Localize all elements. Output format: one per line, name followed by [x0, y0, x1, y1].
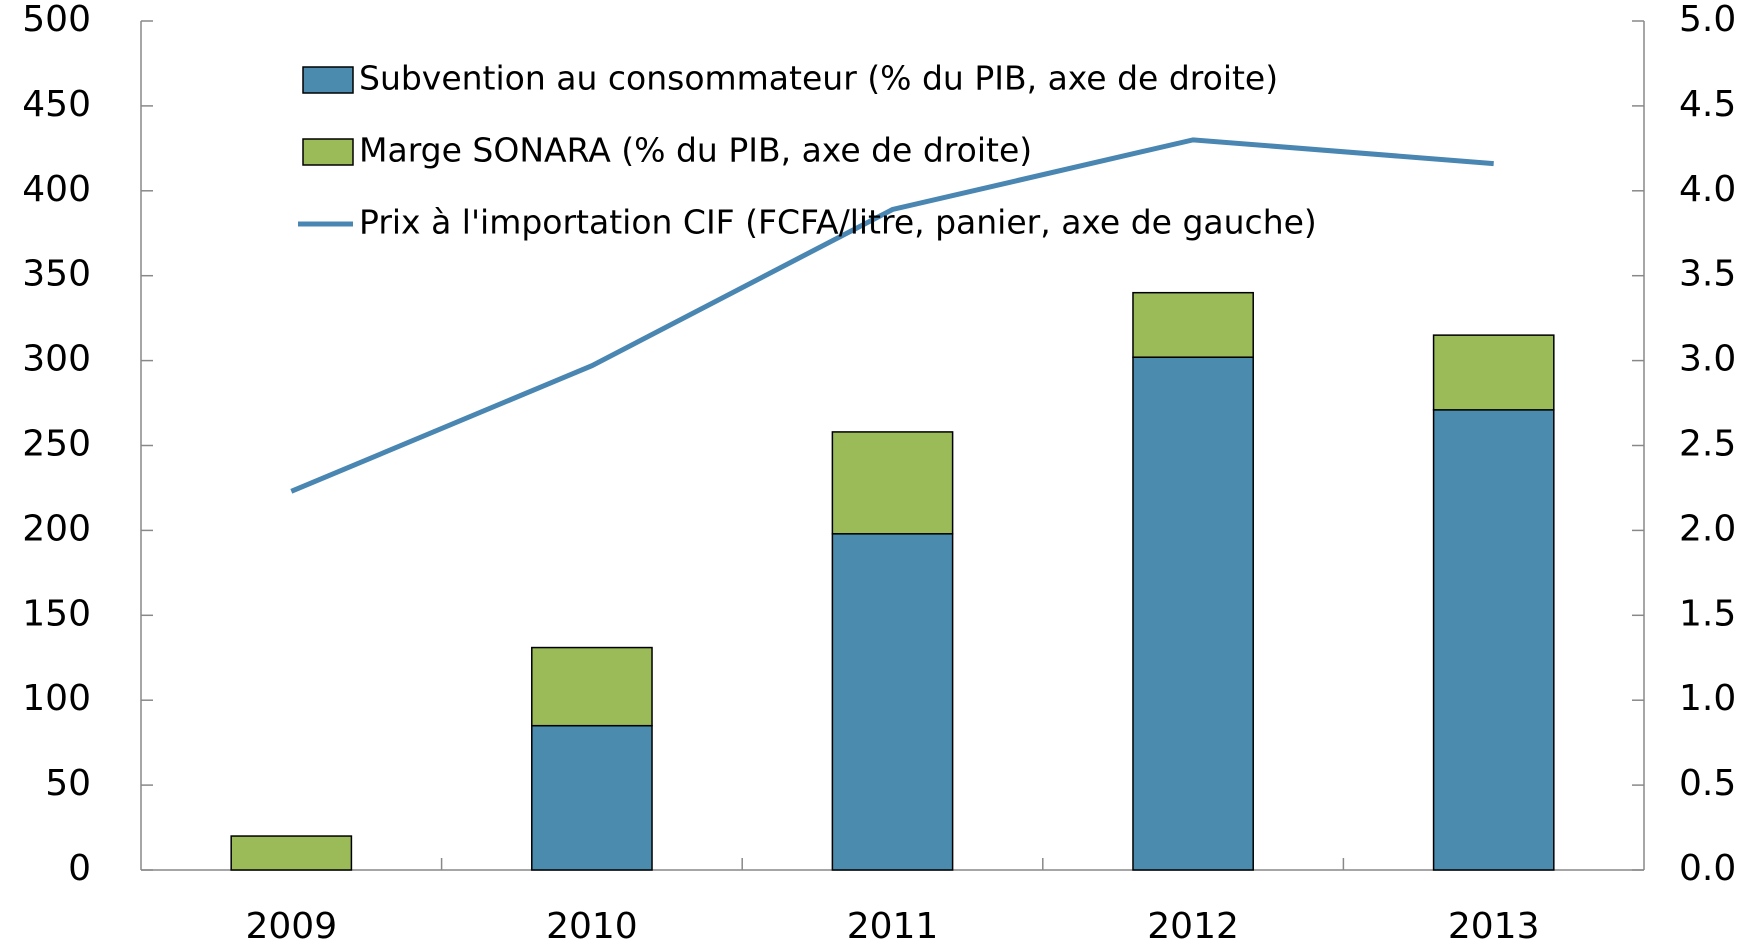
x-tick-label: 2010	[546, 906, 638, 947]
bar	[1432, 334, 1555, 411]
y-tick-label: 250	[22, 424, 91, 465]
bar	[230, 835, 353, 871]
y2-tick-label: 0.0	[1679, 848, 1736, 889]
y2-tick-label: 4.5	[1679, 84, 1736, 125]
legend-swatch	[302, 66, 354, 94]
bar	[531, 646, 653, 727]
y-tick-label: 100	[22, 678, 91, 719]
legend-label: Marge SONARA (% du PIB, axe de droite)	[359, 131, 1032, 170]
y-tick-label: 0	[68, 848, 91, 889]
legend: Subvention au consommateur (% du PIB, ax…	[298, 59, 1317, 242]
x-tick-label: 2011	[847, 906, 939, 947]
y-tick-label: 50	[45, 763, 91, 804]
x-tick-label: 2013	[1448, 906, 1540, 947]
y2-tick-label: 1.5	[1679, 593, 1736, 634]
x-tick-label: 2012	[1147, 906, 1239, 947]
bar	[531, 724, 653, 871]
bar	[831, 533, 954, 871]
line	[290, 137, 1494, 494]
legend-label: Subvention au consommateur (% du PIB, ax…	[359, 59, 1278, 98]
y-tick-label: 150	[22, 593, 91, 634]
y2-tick-label: 3.5	[1679, 254, 1736, 295]
y-tick-label: 450	[22, 84, 91, 125]
y-tick-label: 400	[22, 169, 91, 210]
y2-tick-label: 4.0	[1679, 169, 1736, 210]
legend-swatch	[302, 138, 354, 166]
bar	[1432, 409, 1555, 871]
bar	[831, 431, 954, 535]
y2-tick-label: 2.5	[1679, 424, 1736, 465]
legend-label: Prix à l'importation CIF (FCFA/litre, pa…	[359, 203, 1317, 242]
y-tick-label: 500	[22, 0, 91, 40]
y-tick-label: 300	[22, 339, 91, 380]
bar	[1132, 356, 1254, 871]
y2-tick-label: 0.5	[1679, 763, 1736, 804]
y2-tick-label: 3.0	[1679, 339, 1736, 380]
bar	[1132, 291, 1254, 358]
y2-tick-label: 5.0	[1679, 0, 1736, 40]
x-tick-label: 2009	[245, 906, 337, 947]
y2-tick-label: 1.0	[1679, 678, 1736, 719]
y2-tick-label: 2.0	[1679, 508, 1736, 549]
y-tick-label: 350	[22, 254, 91, 295]
y-tick-label: 200	[22, 508, 91, 549]
